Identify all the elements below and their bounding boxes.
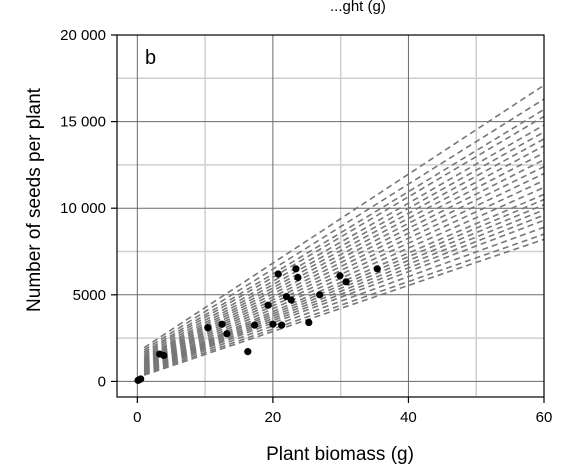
data-point	[305, 318, 313, 327]
data-point	[137, 375, 145, 383]
fit-line	[143, 165, 544, 364]
fit-line	[143, 124, 544, 357]
fit-line	[143, 98, 544, 351]
fit-line	[143, 214, 544, 372]
data-point	[274, 270, 282, 278]
x-tick-label: 0	[133, 409, 141, 426]
data-point	[294, 273, 302, 282]
y-tick-label: 15 000	[60, 114, 106, 131]
fit-line	[143, 158, 544, 363]
y-axis-ticks: 0 5000 10 000 15 000 20 000	[60, 27, 117, 390]
fit-line	[143, 238, 544, 376]
fit-line	[143, 84, 544, 349]
data-point	[250, 321, 259, 329]
data-point	[264, 301, 272, 309]
fit-line	[143, 131, 544, 358]
data-point	[292, 265, 300, 273]
data-point	[204, 324, 212, 332]
data-point	[373, 265, 381, 273]
fit-line	[143, 204, 544, 370]
y-tick-label: 10 000	[60, 200, 106, 217]
fit-line	[143, 198, 544, 369]
fit-line	[143, 209, 544, 371]
data-point	[287, 296, 295, 304]
fit-line	[143, 172, 544, 365]
x-tick-label: 40	[400, 409, 417, 426]
data-point	[160, 351, 168, 360]
plot-frame	[116, 34, 545, 398]
data-point	[278, 321, 286, 329]
x-axis-ticks: 0 20 40 60	[133, 397, 552, 426]
data-point	[269, 320, 277, 328]
fit-line	[143, 233, 544, 375]
fit-line	[143, 219, 544, 373]
top-cut-text: ...ght (g)	[330, 0, 386, 15]
fit-line	[143, 138, 544, 360]
x-tick-label: 60	[536, 409, 553, 426]
y-tick-label: 0	[98, 373, 106, 390]
data-point	[316, 291, 324, 299]
fit-line	[143, 108, 544, 353]
data-points	[134, 265, 381, 384]
x-tick-label: 20	[265, 409, 282, 426]
data-point	[336, 272, 344, 280]
fit-line	[143, 152, 544, 362]
fit-line	[143, 179, 544, 367]
x-axis-title: Plant biomass (g)	[266, 444, 414, 465]
data-point	[244, 348, 252, 356]
panel-label: b	[145, 47, 156, 69]
y-tick-label: 20 000	[60, 27, 106, 44]
data-point	[223, 330, 231, 338]
y-tick-label: 5000	[73, 287, 106, 304]
fit-line	[143, 115, 544, 355]
fit-line	[143, 145, 544, 361]
data-point	[218, 320, 226, 328]
data-point	[342, 278, 350, 286]
fit-line	[143, 193, 544, 369]
fit-line	[143, 226, 544, 374]
fit-line	[143, 186, 544, 368]
fit-lines	[143, 84, 544, 376]
y-axis-title: Number of seeds per plant	[24, 87, 45, 312]
